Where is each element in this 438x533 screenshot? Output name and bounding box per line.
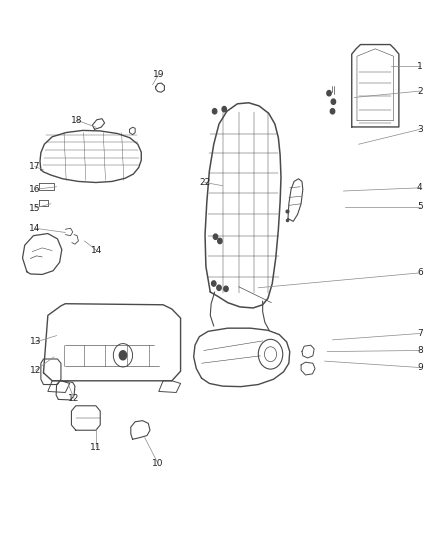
Text: 19: 19 bbox=[153, 70, 165, 78]
Text: 6: 6 bbox=[417, 269, 423, 277]
Text: 22: 22 bbox=[199, 178, 211, 187]
Circle shape bbox=[222, 107, 226, 112]
Text: 17: 17 bbox=[29, 162, 40, 171]
Text: 13: 13 bbox=[30, 337, 41, 346]
Text: 14: 14 bbox=[91, 246, 102, 255]
Text: 1: 1 bbox=[417, 62, 423, 70]
Text: 16: 16 bbox=[29, 185, 40, 194]
Circle shape bbox=[224, 286, 228, 292]
Text: 12: 12 bbox=[68, 394, 80, 403]
Circle shape bbox=[327, 91, 331, 96]
Circle shape bbox=[213, 234, 218, 239]
Circle shape bbox=[217, 285, 221, 290]
Text: 14: 14 bbox=[29, 224, 40, 233]
Circle shape bbox=[331, 99, 336, 104]
Text: 9: 9 bbox=[417, 363, 423, 372]
Text: 15: 15 bbox=[29, 204, 40, 213]
Circle shape bbox=[119, 350, 127, 360]
Text: 8: 8 bbox=[417, 346, 423, 355]
Text: 18: 18 bbox=[71, 116, 83, 125]
Circle shape bbox=[330, 109, 335, 114]
Text: 5: 5 bbox=[417, 203, 423, 212]
Circle shape bbox=[212, 281, 216, 286]
Text: 7: 7 bbox=[417, 329, 423, 338]
Text: 2: 2 bbox=[417, 86, 423, 95]
Text: 3: 3 bbox=[417, 125, 423, 134]
Text: 10: 10 bbox=[152, 459, 164, 467]
Circle shape bbox=[212, 109, 217, 114]
Circle shape bbox=[218, 238, 222, 244]
Text: 4: 4 bbox=[417, 183, 423, 192]
Text: 11: 11 bbox=[90, 443, 102, 452]
Text: 12: 12 bbox=[30, 366, 41, 375]
